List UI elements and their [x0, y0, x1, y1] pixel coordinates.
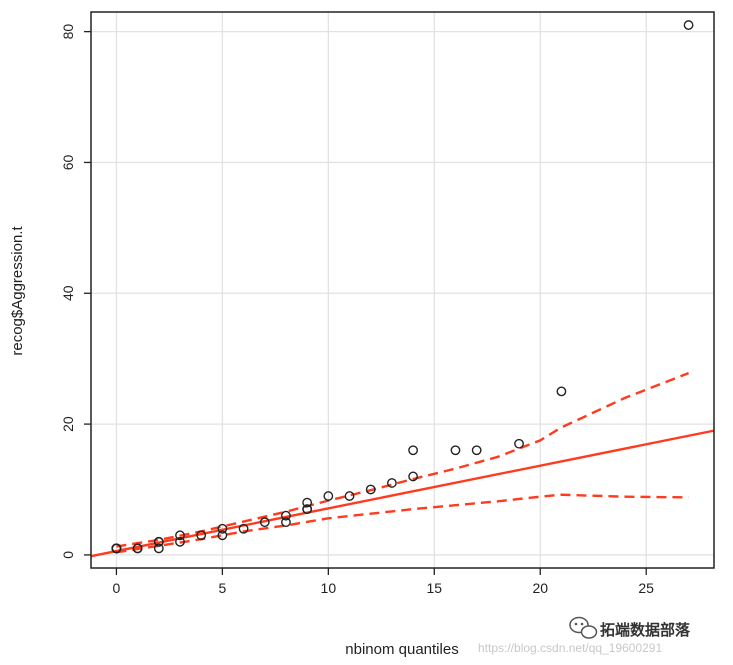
fit-line: [90, 429, 715, 558]
data-point: [217, 523, 228, 534]
grid-lines: [91, 12, 714, 568]
data-point: [153, 543, 164, 554]
x-tick-label: 10: [321, 580, 337, 596]
data-point: [153, 536, 164, 547]
y-tick-label: 20: [60, 416, 76, 432]
x-tick-label: 0: [113, 580, 121, 596]
x-tick-label: 5: [218, 580, 226, 596]
data-point: [111, 543, 122, 554]
y-tick-label: 0: [60, 551, 76, 559]
data-point: [302, 497, 313, 508]
data-point: [450, 445, 461, 456]
data-point: [175, 530, 185, 541]
data-point: [344, 491, 355, 501]
data-point: [408, 445, 418, 456]
data-point: [196, 530, 207, 541]
wechat-icon: [569, 616, 598, 639]
data-point: [175, 536, 185, 547]
lower-confidence-band: [116, 493, 689, 554]
data-point: [471, 445, 482, 456]
y-tick-label: 60: [60, 154, 76, 170]
data-point: [514, 438, 524, 449]
data-point: [365, 484, 376, 495]
x-axis-label: nbinom quantiles: [345, 641, 458, 658]
watermark: 拓端数据部落 https://blog.csdn.net/qq_19600291: [478, 616, 691, 655]
reference-line: [90, 429, 715, 558]
x-tick-label: 25: [638, 580, 654, 596]
data-point: [302, 504, 313, 515]
x-tick-label: 15: [426, 580, 442, 596]
data-points: [111, 20, 694, 554]
data-point: [387, 478, 397, 488]
y-axis-label: recog$Aggression.t: [9, 226, 26, 356]
data-point: [683, 20, 694, 30]
data-point: [281, 510, 291, 521]
watermark-text: 拓端数据部落: [600, 621, 691, 639]
y-tick-label: 80: [60, 24, 76, 40]
watermark-url: https://blog.csdn.net/qq_19600291: [478, 641, 662, 655]
axis-ticks: 0 5 10 15 20 25 0 20 40 60 80: [60, 24, 654, 596]
data-point: [281, 517, 291, 528]
data-point: [132, 543, 143, 554]
y-tick-label: 40: [60, 285, 76, 301]
data-point: [556, 386, 567, 397]
x-tick-label: 20: [532, 580, 548, 596]
data-point: [217, 530, 228, 541]
plot-frame: [90, 11, 715, 569]
upper-confidence-band: [116, 371, 690, 548]
data-point: [259, 517, 270, 528]
data-point: [408, 471, 418, 482]
confidence-bands: [116, 371, 690, 554]
data-point: [238, 523, 249, 534]
data-point: [323, 491, 334, 501]
